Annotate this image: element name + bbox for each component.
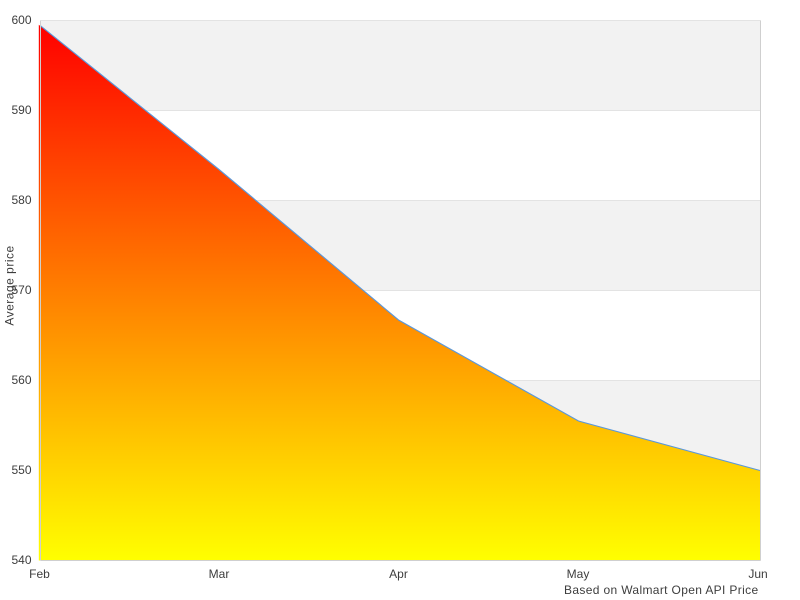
svg-text:Based on Walmart Open API Pric: Based on Walmart Open API Price xyxy=(564,583,759,597)
svg-text:540: 540 xyxy=(11,553,31,567)
svg-text:560: 560 xyxy=(11,373,31,387)
svg-text:590: 590 xyxy=(11,103,31,117)
svg-text:May: May xyxy=(567,567,590,581)
svg-text:Apr: Apr xyxy=(389,567,408,581)
svg-text:Mar: Mar xyxy=(209,567,230,581)
svg-text:Average price: Average price xyxy=(3,245,17,325)
svg-text:600: 600 xyxy=(11,13,31,27)
svg-text:570: 570 xyxy=(11,283,31,297)
svg-text:550: 550 xyxy=(11,463,31,477)
svg-text:Feb: Feb xyxy=(29,567,50,581)
svg-text:Jun: Jun xyxy=(748,567,767,581)
svg-text:580: 580 xyxy=(11,193,31,207)
